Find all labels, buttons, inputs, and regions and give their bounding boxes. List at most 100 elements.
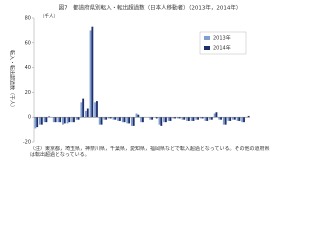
bar bbox=[36, 117, 39, 128]
bar bbox=[94, 102, 97, 118]
bar bbox=[163, 117, 165, 123]
bar bbox=[167, 117, 170, 121]
bar bbox=[75, 117, 78, 120]
bar bbox=[48, 115, 51, 118]
chart: 図7 都道府県別転入・転出超過数（日本人移動者）（2013年，2014年） （千… bbox=[9, 4, 270, 159]
y-tick-label: 0 bbox=[28, 115, 31, 121]
bar bbox=[96, 101, 98, 118]
bar bbox=[172, 117, 175, 119]
bar bbox=[71, 117, 74, 123]
legend-box bbox=[199, 31, 247, 55]
bar bbox=[130, 117, 133, 126]
bar bbox=[190, 117, 193, 121]
bar bbox=[215, 112, 218, 118]
bar bbox=[197, 117, 199, 120]
y-tick-label: -20 bbox=[23, 140, 31, 146]
chart-title: 図7 都道府県別転入・転出超過数（日本人移動者）（2013年，2014年） bbox=[59, 4, 242, 12]
bar bbox=[236, 117, 239, 121]
bar bbox=[155, 117, 158, 119]
bar bbox=[210, 117, 213, 120]
bar bbox=[105, 117, 108, 120]
bar bbox=[132, 117, 135, 126]
bar bbox=[169, 117, 172, 121]
bar bbox=[66, 117, 69, 124]
bar bbox=[151, 117, 154, 120]
note-box: （注）東京都，埼玉県，神奈川県，千葉県，愛知県，福岡県などで転入超過となっている… bbox=[30, 146, 270, 158]
bar bbox=[160, 117, 163, 126]
bar bbox=[204, 117, 207, 121]
legend-swatch bbox=[204, 46, 210, 50]
bar bbox=[218, 117, 221, 120]
bar bbox=[82, 98, 85, 118]
bar bbox=[149, 117, 152, 120]
bar bbox=[174, 117, 177, 119]
y-tick-label: 20 bbox=[25, 90, 31, 96]
bar bbox=[52, 117, 55, 123]
bar bbox=[57, 117, 60, 123]
bar bbox=[142, 117, 144, 123]
bar bbox=[224, 117, 227, 125]
bar bbox=[126, 117, 129, 124]
bar bbox=[68, 117, 71, 123]
bar bbox=[186, 117, 188, 121]
bar bbox=[241, 117, 244, 123]
bar bbox=[183, 117, 186, 120]
bar bbox=[164, 117, 167, 123]
bar bbox=[181, 117, 184, 120]
bar bbox=[62, 117, 64, 125]
bar bbox=[114, 117, 117, 120]
unit-label: （千人） bbox=[40, 13, 58, 20]
bar bbox=[176, 117, 179, 119]
bar bbox=[243, 117, 245, 123]
bar bbox=[123, 117, 126, 123]
bar bbox=[158, 117, 161, 125]
bar bbox=[227, 117, 230, 121]
bar bbox=[195, 117, 198, 120]
bar bbox=[140, 117, 142, 123]
bar bbox=[229, 117, 232, 121]
y-tick-label: 40 bbox=[25, 65, 31, 71]
legend-label: 2014年 bbox=[213, 45, 231, 52]
bar bbox=[80, 102, 83, 118]
bar bbox=[192, 117, 195, 121]
y-tick-label: 60 bbox=[25, 40, 31, 46]
bar bbox=[77, 117, 80, 120]
bar bbox=[119, 117, 121, 121]
bar bbox=[109, 117, 112, 119]
bar bbox=[98, 117, 101, 125]
bar bbox=[209, 117, 211, 120]
bar bbox=[201, 117, 204, 119]
legend-label: 2013年 bbox=[213, 35, 231, 42]
bar bbox=[232, 117, 234, 120]
bar bbox=[34, 117, 37, 129]
bar bbox=[40, 117, 43, 125]
bar bbox=[247, 115, 250, 118]
bar bbox=[100, 117, 103, 125]
bar bbox=[59, 117, 62, 123]
bar bbox=[199, 117, 202, 119]
y-axis-label: 転入・転出超過数（千人） bbox=[9, 50, 16, 110]
bar bbox=[85, 111, 87, 118]
bar bbox=[233, 117, 236, 120]
bar bbox=[91, 26, 94, 118]
bar bbox=[220, 117, 222, 120]
bar bbox=[45, 117, 48, 123]
bar bbox=[128, 117, 131, 124]
bar bbox=[112, 117, 115, 120]
bar bbox=[89, 30, 92, 118]
bar bbox=[86, 108, 89, 118]
bar bbox=[54, 117, 57, 123]
bar bbox=[137, 114, 140, 118]
bar bbox=[222, 117, 225, 125]
bar bbox=[63, 117, 66, 124]
bar bbox=[39, 117, 41, 125]
bar bbox=[213, 113, 216, 118]
bar bbox=[178, 117, 181, 119]
bar bbox=[73, 117, 75, 123]
bar bbox=[187, 117, 190, 121]
bar bbox=[206, 117, 209, 121]
bar bbox=[43, 117, 46, 123]
bar bbox=[121, 117, 124, 123]
bar bbox=[117, 117, 120, 121]
bar bbox=[238, 117, 241, 121]
